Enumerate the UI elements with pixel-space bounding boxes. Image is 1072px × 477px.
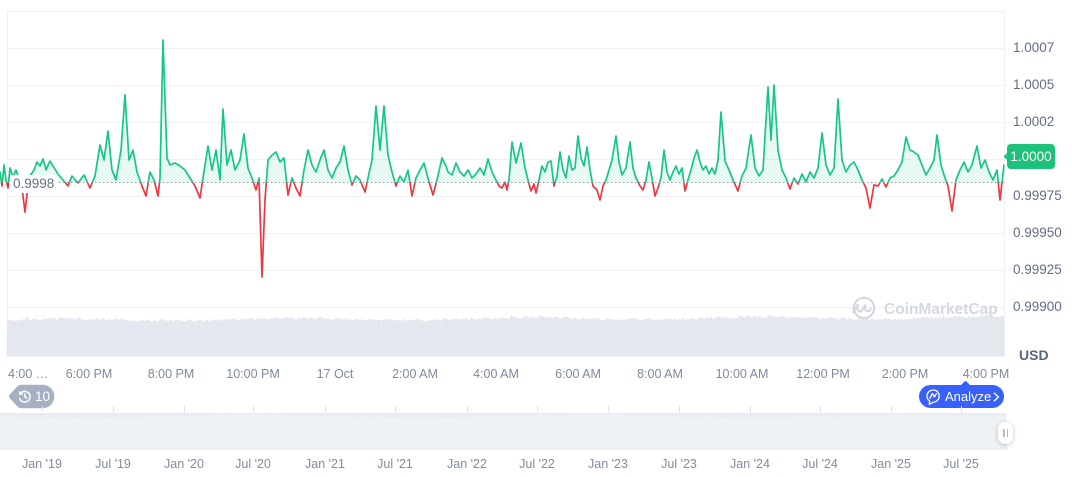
svg-text:10: 10 (35, 389, 50, 404)
svg-text:CoinMarketCap: CoinMarketCap (884, 301, 998, 318)
